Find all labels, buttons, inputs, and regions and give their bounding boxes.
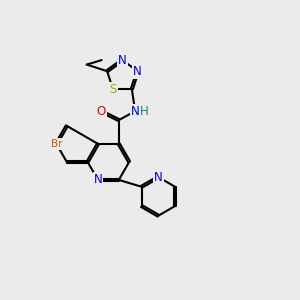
- Text: N: N: [133, 65, 142, 78]
- Text: N: N: [94, 173, 102, 186]
- Text: H: H: [140, 105, 149, 118]
- Text: N: N: [131, 105, 140, 118]
- Text: S: S: [109, 82, 117, 96]
- Text: O: O: [96, 105, 106, 118]
- Text: Br: Br: [51, 139, 62, 149]
- Text: N: N: [118, 54, 127, 67]
- Text: N: N: [154, 171, 163, 184]
